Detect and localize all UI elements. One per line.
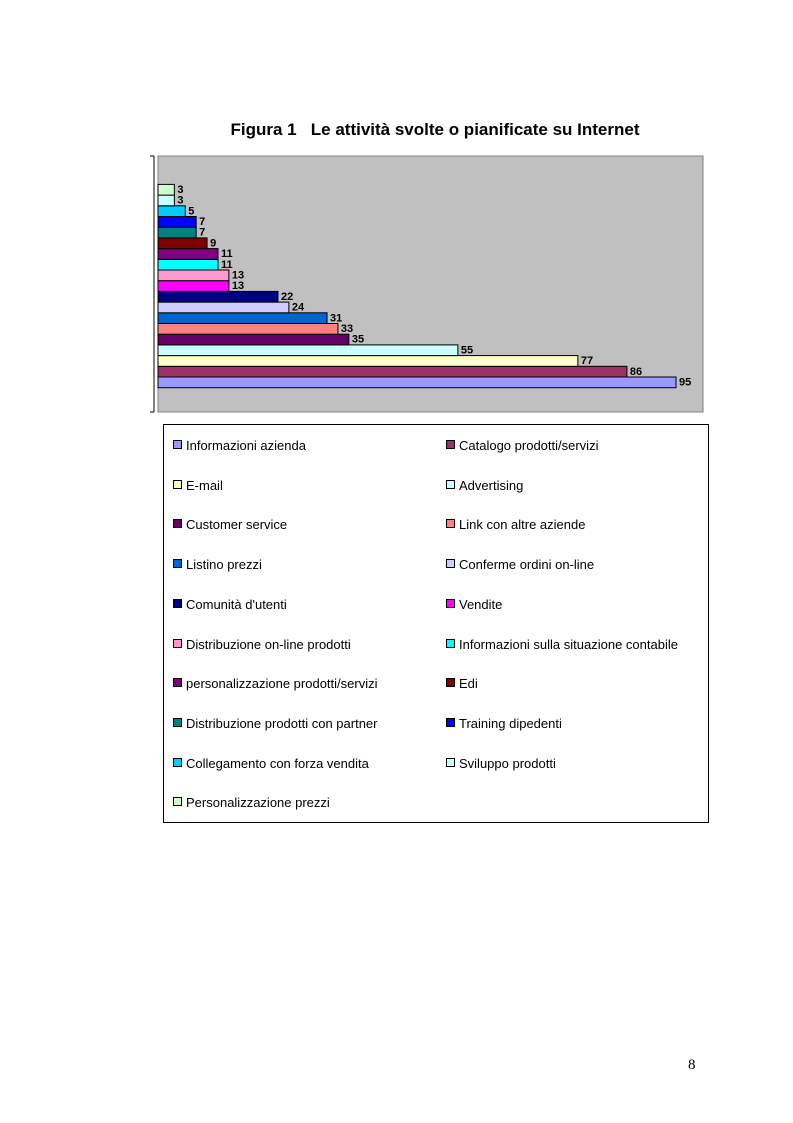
legend-label: Personalizzazione prezzi — [186, 795, 330, 811]
legend-item: E-mail — [173, 478, 223, 493]
bar-9 — [157, 290, 279, 303]
bar-12 — [157, 258, 219, 271]
data-label-2: 86 — [630, 366, 642, 378]
legend-label: personalizzazione prodotti/servizi — [186, 676, 378, 692]
legend-swatch — [173, 757, 182, 767]
legend-label: Comunità d'utenti — [186, 596, 287, 612]
data-label-13: 11 — [221, 248, 233, 260]
data-label-18: 3 — [177, 195, 183, 207]
legend-item: Distribuzione prodotti con partner — [173, 716, 378, 731]
data-label-16: 7 — [199, 216, 205, 228]
legend-item: Conferme ordini on-line — [446, 557, 594, 572]
legend-label: Vendite — [459, 596, 503, 612]
legend-swatch — [446, 717, 455, 727]
legend-label: Distribuzione on-line prodotti — [186, 636, 351, 652]
legend-label: Collegamento con forza vendita — [186, 755, 369, 771]
legend-swatch — [446, 678, 455, 688]
bar-3 — [157, 355, 579, 367]
legend-swatch — [446, 638, 455, 648]
bar-17 — [157, 205, 186, 218]
legend-item: Distribuzione on-line prodotti — [173, 637, 351, 652]
legend-swatch — [446, 479, 455, 489]
legend-label: E-mail — [186, 477, 223, 493]
legend-item: Informazioni sulla situazione contabile — [446, 637, 678, 652]
bar-2 — [157, 365, 628, 378]
data-label-10: 13 — [232, 280, 244, 292]
legend-swatch — [446, 757, 455, 767]
data-label-8: 24 — [292, 302, 305, 314]
legend-item: Catalogo prodotti/servizi — [446, 438, 598, 453]
page-number: 8 — [688, 1057, 696, 1073]
legend-label: Catalogo prodotti/servizi — [459, 438, 599, 453]
legend-label: Informazioni sulla situazione contabile — [459, 636, 678, 652]
legend-label: Edi — [459, 676, 478, 692]
legend-swatch — [173, 797, 182, 807]
data-label-19: 3 — [177, 184, 183, 196]
bar-18 — [157, 194, 175, 207]
data-label-11: 13 — [232, 270, 244, 282]
legend-label: Informazioni azienda — [186, 438, 306, 453]
bar-8 — [157, 301, 290, 314]
data-label-1: 95 — [679, 377, 691, 389]
data-label-6: 33 — [341, 323, 353, 335]
data-label-17: 5 — [188, 205, 194, 217]
data-label-4: 55 — [461, 344, 473, 356]
legend-swatch — [446, 440, 455, 449]
bar-13 — [157, 248, 219, 260]
data-label-3: 77 — [581, 355, 593, 367]
legend-label: Advertising — [459, 477, 524, 493]
bar-10 — [157, 280, 230, 292]
legend-item: Collegamento con forza vendita — [173, 756, 369, 771]
chart-title: Figura 1 Le attività svolte o pianificat… — [230, 120, 640, 139]
legend-swatch — [446, 598, 455, 608]
legend-item: Link con altre aziende — [446, 517, 585, 532]
legend-swatch — [446, 519, 455, 529]
bar-7 — [157, 312, 328, 324]
bar-19 — [157, 183, 175, 196]
data-label-5: 35 — [352, 334, 364, 346]
legend-swatch — [173, 559, 182, 569]
legend-item: Training dipedenti — [446, 716, 562, 731]
legend-item: Customer service — [173, 517, 287, 532]
bar-14 — [157, 237, 208, 250]
legend-swatch — [173, 440, 182, 449]
bar-11 — [157, 269, 230, 282]
legend-item: Advertising — [446, 478, 523, 493]
legend-item: personalizzazione prodotti/servizi — [173, 676, 377, 691]
bar-16 — [157, 216, 197, 228]
legend-label: Sviluppo prodotti — [459, 755, 556, 771]
legend-label: Link con altre aziende — [459, 517, 586, 533]
legend-swatch — [173, 598, 182, 608]
bar-15 — [157, 226, 197, 239]
legend-item: Edi — [446, 676, 478, 691]
legend-label: Conferme ordini on-line — [459, 557, 595, 573]
bar-1 — [157, 376, 677, 389]
legend-swatch — [173, 519, 182, 529]
bar-4 — [157, 344, 459, 357]
legend-item: Informazioni azienda — [173, 438, 306, 453]
legend-swatch — [173, 479, 182, 489]
data-label-15: 7 — [199, 227, 205, 239]
bar-6 — [157, 323, 339, 335]
legend-label: Listino prezzi — [186, 557, 262, 573]
legend-swatch — [446, 559, 455, 569]
legend-swatch — [173, 678, 182, 688]
legend-item: Vendite — [446, 597, 502, 612]
bar-5 — [157, 333, 350, 346]
legend-swatch — [173, 638, 182, 648]
legend-label: Customer service — [186, 517, 288, 533]
legend-item: Personalizzazione prezzi — [173, 795, 330, 810]
data-label-9: 22 — [281, 291, 293, 303]
legend-item: Listino prezzi — [173, 557, 262, 572]
legend-item: Sviluppo prodotti — [446, 756, 556, 771]
legend-label: Distribuzione prodotti con partner — [186, 715, 378, 731]
chart-legend: Informazioni azienda Catalogo prodotti/se… — [163, 424, 709, 823]
legend-label: Training dipedenti — [459, 715, 562, 731]
data-label-7: 31 — [330, 312, 342, 324]
legend-item: Comunità d'utenti — [173, 597, 287, 612]
data-label-12: 11 — [221, 259, 233, 271]
data-label-14: 9 — [210, 237, 216, 249]
legend-swatch — [173, 717, 182, 727]
